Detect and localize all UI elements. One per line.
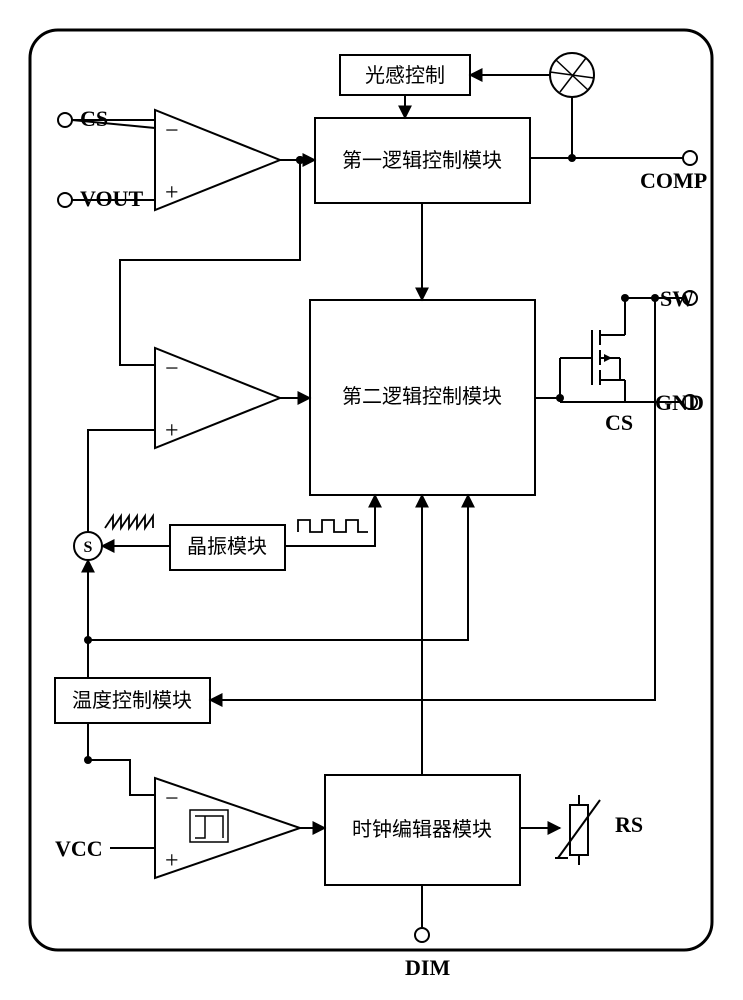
label-clock: 时钟编辑器模块 (352, 818, 492, 841)
amp2-plus: + (165, 418, 179, 444)
amp2-minus: − (165, 356, 179, 382)
label-light-ctrl: 光感控制 (365, 64, 445, 87)
sawtooth-icon (105, 516, 153, 528)
node-sensor (568, 154, 576, 162)
label-osc: 晶振模块 (187, 535, 267, 558)
label-cs: CS (80, 106, 108, 131)
pin-comp (683, 151, 697, 165)
block-diagram: CS VOUT COMP SW GND VCC DIM 光感控制 第一逻辑控制模… (0, 0, 743, 1000)
label-dim: DIM (405, 955, 450, 980)
label-vcc: VCC (55, 836, 103, 861)
amp1-minus: − (165, 118, 179, 144)
label-rs: RS (615, 812, 643, 837)
amp1-plus: + (165, 180, 179, 206)
label-logic1: 第一逻辑控制模块 (342, 149, 502, 172)
label-temp: 温度控制模块 (72, 689, 192, 712)
amp3-plus: + (165, 848, 179, 874)
sensor-icon (550, 53, 594, 97)
pin-vout (58, 193, 72, 207)
summing-label: S (84, 539, 93, 556)
pin-dim (415, 928, 429, 942)
label-vout: VOUT (80, 186, 143, 211)
label-comp: COMP (640, 168, 707, 193)
amp3-minus: − (165, 786, 179, 812)
label-mosfet-cs: CS (605, 410, 633, 435)
pin-cs (58, 113, 72, 127)
label-logic2: 第二逻辑控制模块 (342, 385, 502, 408)
